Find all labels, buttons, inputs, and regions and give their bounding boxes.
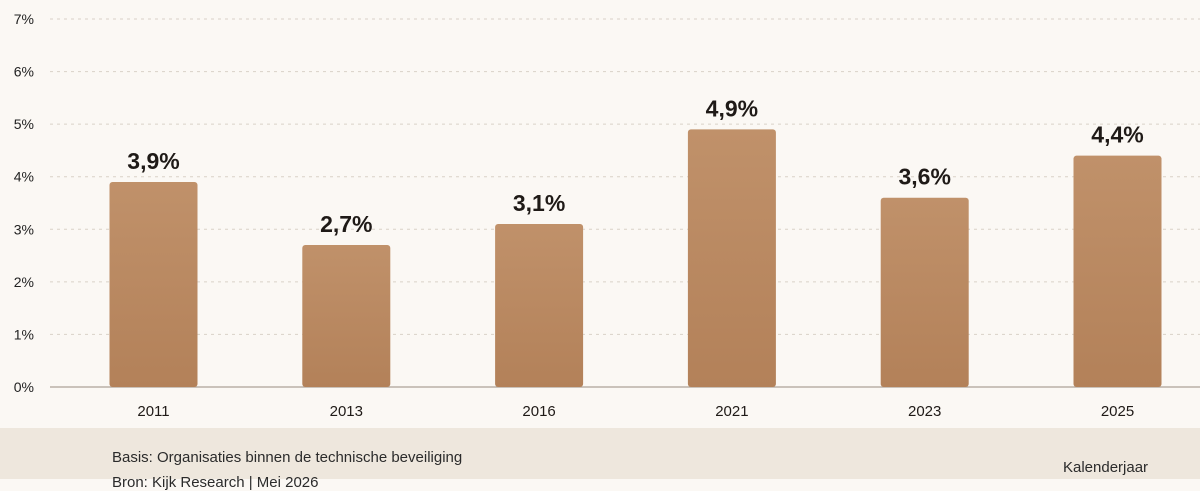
x-tick-label: 2011 [137,403,169,420]
value-label: 3,6% [898,164,950,190]
bar [302,245,391,387]
value-label: 4,9% [706,95,758,121]
y-tick-label: 1% [14,326,34,342]
basis-note: Basis: Organisaties binnen de technische… [112,449,463,466]
y-tick-label: 3% [14,221,34,237]
x-tick-label: 2013 [330,403,363,420]
y-tick-label: 2% [14,274,34,290]
x-tick-label: 2016 [522,403,555,420]
y-tick-label: 0% [14,379,34,395]
y-axis-ticks: 0% 1% 2% 3% 4% 5% 6% 7% [14,11,34,395]
bar [495,224,584,387]
y-tick-label: 6% [14,64,34,80]
value-label: 4,4% [1091,122,1143,148]
y-tick-label: 7% [14,11,34,27]
gridlines [50,18,1200,335]
x-tick-label: 2021 [715,403,748,420]
bar [687,129,776,387]
bar [109,181,198,387]
value-label: 3,1% [513,190,565,216]
x-axis-ticks: 2011 2013 2016 2021 2023 2025 [137,403,1134,420]
source-note: Bron: Kijk Research | Mei 2026 [112,474,319,491]
y-tick-label: 4% [14,169,34,185]
bar [880,197,969,387]
y-tick-label: 5% [14,116,34,132]
bars [109,129,1162,387]
x-axis-label: Kalenderjaar [1063,459,1149,476]
x-tick-label: 2023 [908,403,941,420]
bar-chart: 0% 1% 2% 3% 4% 5% 6% 7% 3,9% 2,7% 3,1% 4,9% 3,6% 4,4… [14,11,1200,420]
value-labels: 3,9% 2,7% 3,1% 4,9% 3,6% 4,4% [127,95,1143,237]
footer-band [0,428,1200,479]
value-label: 3,9% [127,148,179,174]
bar [1073,155,1162,387]
x-tick-label: 2025 [1101,403,1134,420]
value-label: 2,7% [320,211,372,237]
